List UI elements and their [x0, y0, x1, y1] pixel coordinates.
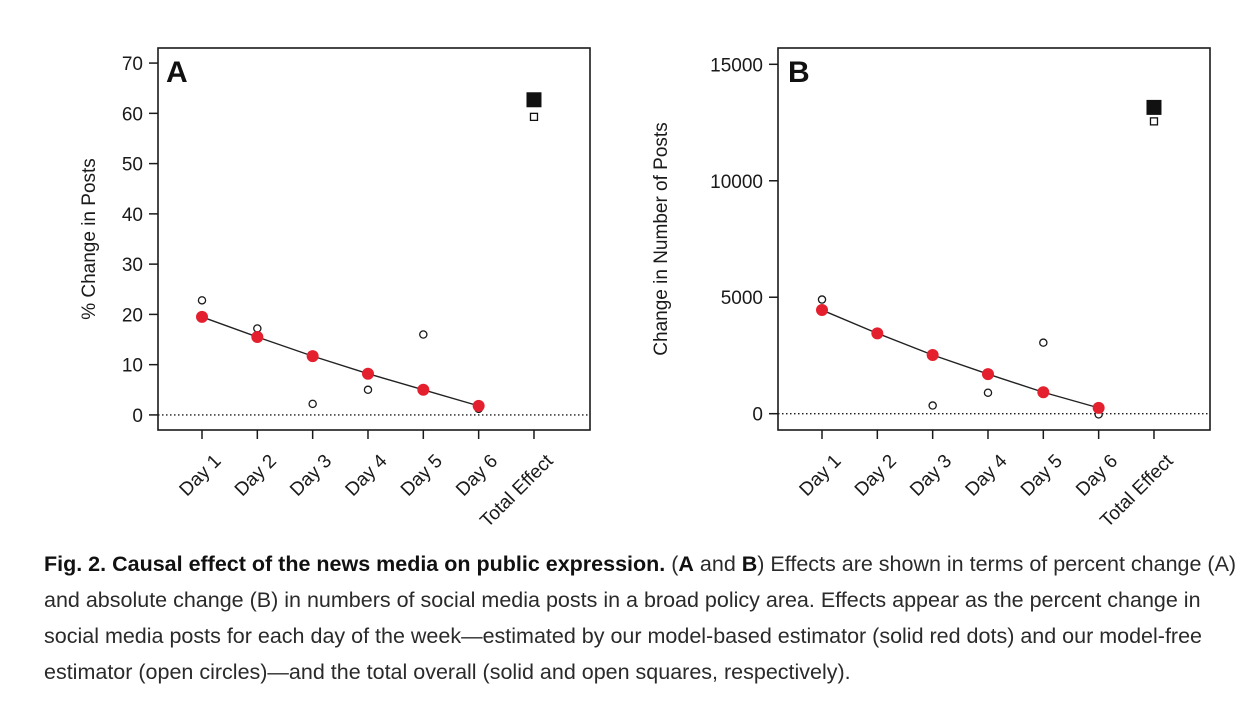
model-based-point — [926, 348, 939, 361]
y-tick-label: 40 — [122, 205, 143, 226]
y-axis-title: Change in Number of Posts — [651, 122, 672, 355]
total-effect-open-square — [1149, 117, 1159, 126]
model-free-point — [363, 385, 373, 395]
x-tick-label: Day 1 — [796, 451, 846, 501]
model-free-point — [817, 295, 827, 304]
y-tick-label: 0 — [132, 406, 143, 427]
model-based-point — [472, 399, 485, 412]
x-tick-label: Day 2 — [851, 451, 901, 501]
panel-letter: A — [166, 56, 188, 89]
model-based-point — [306, 350, 319, 363]
model-based-point — [871, 327, 884, 340]
y-tick-label: 60 — [122, 104, 143, 125]
panel-letter: B — [788, 56, 810, 89]
model-free-point — [419, 330, 428, 339]
model-free-point — [1039, 338, 1048, 347]
caption-and: and — [693, 552, 742, 576]
model-based-point — [1092, 401, 1105, 414]
caption-heading: Fig. 2. Causal effect of the news media … — [44, 552, 666, 576]
model-based-point — [251, 331, 264, 344]
model-based-point — [1037, 386, 1050, 399]
model-free-point — [983, 388, 993, 397]
x-tick-label: Day 3 — [906, 451, 956, 501]
plot-frame — [157, 47, 591, 431]
model-based-trend-line — [821, 309, 1099, 409]
x-tick-label: Day 3 — [286, 451, 336, 501]
figure-caption: Fig. 2. Causal effect of the news media … — [44, 546, 1244, 690]
chart-panel-b: 0 5000 10000 15000 Day 1 Day 2 Day 3 Day 4 Day 5… — [651, 47, 1211, 532]
y-tick-label: 5000 — [721, 288, 763, 309]
y-tick-label: 15000 — [710, 55, 763, 76]
y-tick-label: 10 — [122, 356, 143, 377]
y-tick-label: 50 — [122, 155, 143, 176]
model-free-point — [308, 399, 317, 409]
x-tick-label: Day 6 — [452, 451, 502, 501]
x-tick-label: Day 2 — [231, 451, 281, 501]
x-tick-label: Day 5 — [1017, 451, 1067, 501]
plot-frame — [777, 47, 1211, 431]
model-based-point — [417, 383, 430, 396]
x-tick-label: Day 5 — [397, 451, 447, 501]
y-tick-label: 10000 — [710, 172, 763, 193]
y-axis-title: % Change in Posts — [79, 158, 100, 320]
total-effect-open-square — [529, 112, 539, 122]
chart-panel-a: 0 10 20 30 40 50 60 70 Day 1 Day 2 Day 3 Day 4 Day 5… — [79, 47, 591, 532]
x-tick-label: Day 1 — [176, 451, 226, 501]
model-free-point — [928, 401, 937, 410]
model-based-point — [196, 310, 208, 323]
y-tick-label: 0 — [752, 405, 763, 426]
y-tick-label: 20 — [122, 305, 143, 326]
x-tick-label: Day 6 — [1072, 451, 1122, 501]
model-free-point — [253, 324, 262, 333]
caption-panel-a: A — [678, 552, 694, 576]
caption-open-paren: ( — [665, 552, 679, 576]
y-tick-label: 30 — [122, 255, 143, 276]
x-tick-label: Day 4 — [342, 450, 392, 500]
model-based-point — [981, 368, 994, 381]
caption-panel-b: B — [741, 552, 758, 576]
model-free-point — [197, 296, 207, 305]
total-effect-solid-square — [526, 92, 542, 108]
model-based-point — [816, 304, 828, 317]
model-based-point — [361, 367, 374, 380]
model-based-trend-line — [201, 316, 479, 407]
x-tick-label: Day 4 — [962, 450, 1012, 500]
caption-body: ) Effects are shown in terms of percent … — [44, 552, 1237, 684]
total-effect-solid-square — [1146, 99, 1162, 115]
y-tick-label: 70 — [122, 54, 143, 75]
